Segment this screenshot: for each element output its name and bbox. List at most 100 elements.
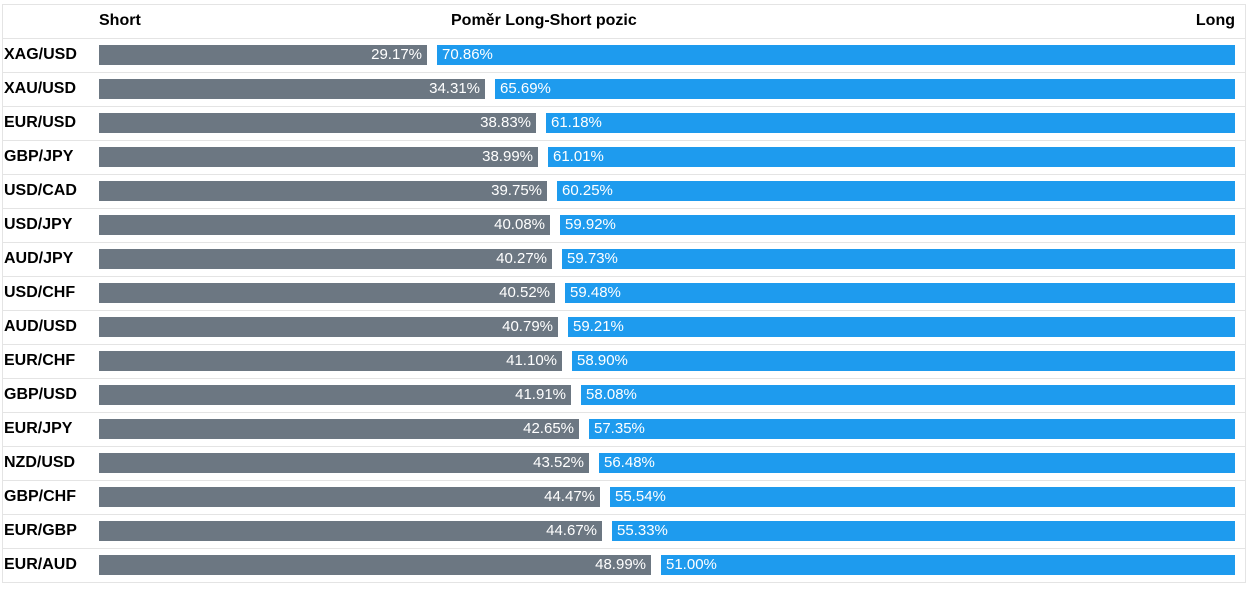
long-value-label: 59.73% — [567, 250, 618, 267]
short-bar: 42.65% — [99, 419, 579, 439]
category-label: USD/CAD — [4, 182, 77, 199]
short-bar: 39.75% — [99, 181, 547, 201]
short-bar: 38.83% — [99, 113, 536, 133]
short-bar: 40.79% — [99, 317, 558, 337]
short-value-label: 40.52% — [499, 284, 550, 301]
category-label: USD/CHF — [4, 284, 76, 301]
short-bar: 29.17% — [99, 45, 427, 65]
long-value-label: 58.90% — [577, 352, 628, 369]
short-value-label: 41.91% — [515, 386, 566, 403]
long-bar: 55.54% — [610, 487, 1235, 507]
long-bar: 58.08% — [581, 385, 1235, 405]
short-value-label: 34.31% — [429, 80, 480, 97]
grid-line-row — [2, 140, 1246, 141]
long-value-label: 59.21% — [573, 318, 624, 335]
long-value-label: 57.35% — [594, 420, 645, 437]
grid-line-row — [2, 106, 1246, 107]
short-value-label: 40.27% — [496, 250, 547, 267]
category-label: USD/JPY — [4, 216, 73, 233]
short-bar: 40.08% — [99, 215, 550, 235]
grid-line-header — [2, 38, 1246, 39]
short-column-header: Short — [99, 12, 141, 29]
long-value-label: 61.01% — [553, 148, 604, 165]
category-label: GBP/CHF — [4, 488, 76, 505]
grid-line-right — [1245, 4, 1246, 582]
category-label: GBP/USD — [4, 386, 77, 403]
short-value-label: 41.10% — [506, 352, 557, 369]
short-value-label: 38.83% — [480, 114, 531, 131]
grid-line-row — [2, 174, 1246, 175]
grid-line-row — [2, 276, 1246, 277]
long-bar: 65.69% — [495, 79, 1235, 99]
long-bar: 59.21% — [568, 317, 1235, 337]
short-value-label: 40.79% — [502, 318, 553, 335]
long-value-label: 55.33% — [617, 522, 668, 539]
long-bar: 59.73% — [562, 249, 1235, 269]
grid-line-row — [2, 548, 1246, 549]
short-bar: 43.52% — [99, 453, 589, 473]
category-label: XAU/USD — [4, 80, 77, 97]
grid-line-row — [2, 72, 1246, 73]
short-value-label: 43.52% — [533, 454, 584, 471]
short-bar: 34.31% — [99, 79, 485, 99]
long-value-label: 65.69% — [500, 80, 551, 97]
long-value-label: 60.25% — [562, 182, 613, 199]
grid-line-row — [2, 242, 1246, 243]
short-bar: 40.52% — [99, 283, 555, 303]
grid-line-row — [2, 446, 1246, 447]
short-bar: 40.27% — [99, 249, 552, 269]
short-bar: 41.10% — [99, 351, 562, 371]
long-bar: 58.90% — [572, 351, 1235, 371]
long-bar: 59.92% — [560, 215, 1235, 235]
long-bar: 59.48% — [565, 283, 1235, 303]
short-bar: 38.99% — [99, 147, 538, 167]
grid-line-row — [2, 412, 1246, 413]
short-value-label: 40.08% — [494, 216, 545, 233]
grid-line-row — [2, 480, 1246, 481]
category-label: AUD/JPY — [4, 250, 74, 267]
grid-line-row — [2, 344, 1246, 345]
category-label: EUR/USD — [4, 114, 77, 131]
grid-line-row — [2, 514, 1246, 515]
category-label: XAG/USD — [4, 46, 77, 63]
grid-line-top — [2, 4, 1246, 5]
short-value-label: 39.75% — [491, 182, 542, 199]
long-bar: 57.35% — [589, 419, 1235, 439]
short-value-label: 44.67% — [546, 522, 597, 539]
long-value-label: 70.86% — [442, 46, 493, 63]
short-value-label: 29.17% — [371, 46, 422, 63]
chart-title: Poměr Long-Short pozic — [451, 12, 637, 29]
short-bar: 48.99% — [99, 555, 651, 575]
grid-line-left — [2, 4, 3, 582]
long-value-label: 59.48% — [570, 284, 621, 301]
grid-line-row — [2, 310, 1246, 311]
long-column-header: Long — [1195, 12, 1235, 29]
category-label: EUR/AUD — [4, 556, 77, 573]
long-bar: 61.18% — [546, 113, 1235, 133]
short-bar: 41.91% — [99, 385, 571, 405]
short-bar: 44.47% — [99, 487, 600, 507]
long-bar: 70.86% — [437, 45, 1235, 65]
long-value-label: 55.54% — [615, 488, 666, 505]
long-bar: 55.33% — [612, 521, 1235, 541]
category-label: NZD/USD — [4, 454, 76, 471]
long-bar: 51.00% — [661, 555, 1235, 575]
category-label: EUR/GBP — [4, 522, 77, 539]
long-bar: 56.48% — [599, 453, 1235, 473]
long-value-label: 58.08% — [586, 386, 637, 403]
short-value-label: 44.47% — [544, 488, 595, 505]
short-bar: 44.67% — [99, 521, 602, 541]
long-value-label: 61.18% — [551, 114, 602, 131]
grid-line-row — [2, 208, 1246, 209]
short-value-label: 38.99% — [482, 148, 533, 165]
long-value-label: 56.48% — [604, 454, 655, 471]
grid-line-row — [2, 378, 1246, 379]
category-label: EUR/JPY — [4, 420, 73, 437]
category-label: AUD/USD — [4, 318, 77, 335]
long-value-label: 59.92% — [565, 216, 616, 233]
category-label: GBP/JPY — [4, 148, 74, 165]
short-value-label: 48.99% — [595, 556, 646, 573]
short-value-label: 42.65% — [523, 420, 574, 437]
long-value-label: 51.00% — [666, 556, 717, 573]
